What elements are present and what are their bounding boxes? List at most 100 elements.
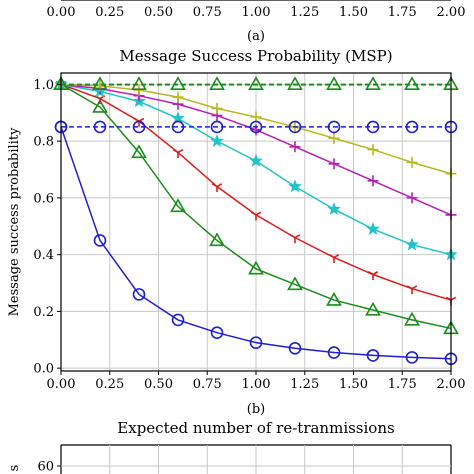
msp-point-circle	[405, 351, 419, 364]
top-x-tick-label: 0.25	[95, 5, 124, 20]
msp-chart-title: Message Success Probability (MSP)	[119, 47, 392, 65]
msp-point-tri-down	[328, 254, 340, 263]
top-chart-x-ticks: 0.00 0.25 0.50 0.75 1.00 1.25 1.50 1.75 2.00	[47, 5, 466, 20]
msp-series-line	[60, 126, 452, 360]
msp-y-tick-label: 1.0	[33, 78, 54, 93]
top-chart: 0.00 0.25 0.50 0.75 1.00 1.25 1.50 1.75 2.00 (a)	[47, 0, 466, 44]
top-x-tick-label: 2.00	[437, 5, 466, 20]
msp-point-triangle	[248, 260, 264, 275]
msp-point-triangle	[170, 198, 186, 213]
msp-point-circle	[366, 349, 380, 362]
msp-point-plus	[250, 124, 262, 136]
msp-point-star	[288, 179, 302, 193]
msp-point-star	[366, 222, 380, 235]
msp-point-star	[210, 134, 224, 147]
msp-point-circle	[327, 120, 341, 134]
msp-point-triangle	[404, 76, 420, 91]
msp-point-plus	[406, 192, 418, 204]
msp-point-plus	[367, 175, 379, 187]
retrans-grid	[61, 445, 451, 474]
msp-point-circle	[288, 120, 302, 134]
msp-point-triangle	[365, 301, 381, 316]
msp-point-triangle	[92, 98, 108, 113]
msp-point-tri-down	[211, 183, 223, 193]
caption-b: (b)	[247, 402, 265, 417]
msp-point-circle	[288, 341, 302, 355]
msp-point-triangle	[170, 76, 186, 91]
msp-series-line	[60, 83, 452, 330]
msp-y-axis-label: Message success probability	[7, 127, 22, 316]
msp-point-circle	[171, 313, 185, 327]
msp-x-tick-label: 2.00	[437, 377, 466, 392]
msp-point-plus	[367, 144, 379, 156]
retrans-y-tick-label: 60	[37, 460, 54, 474]
msp-series-1	[53, 76, 459, 335]
top-x-tick-label: 0.50	[144, 5, 173, 20]
msp-x-tick-label: 1.50	[339, 377, 368, 392]
msp-point-circle	[210, 120, 224, 134]
msp-x-ticks: 0.00 0.25 0.50 0.75 1.00 1.25 1.50 1.75 2.00	[47, 371, 466, 392]
msp-x-tick-label: 0.25	[95, 377, 124, 392]
msp-point-triangle	[92, 76, 108, 91]
msp-y-tick-label: 0.4	[33, 248, 54, 263]
msp-point-plus	[211, 102, 223, 114]
msp-point-triangle	[209, 76, 225, 91]
caption-a: (a)	[247, 29, 265, 44]
top-x-tick-label: 0.75	[193, 5, 222, 20]
msp-chart: Message Success Probability (MSP) 0.00 0.…	[7, 47, 465, 417]
msp-point-triangle	[209, 232, 225, 247]
msp-y-tick-label: 0.6	[33, 191, 54, 206]
msp-point-triangle	[131, 144, 147, 159]
msp-point-star	[249, 153, 263, 167]
msp-point-circle	[93, 234, 107, 247]
msp-point-circle	[132, 120, 146, 134]
msp-point-plus	[406, 156, 418, 168]
msp-grid	[60, 73, 452, 371]
msp-point-tri-down	[367, 271, 379, 281]
msp-point-star	[405, 237, 419, 251]
msp-x-tick-label: 0.75	[193, 377, 222, 392]
msp-y-tick-label: 0.8	[33, 135, 54, 150]
msp-point-star	[327, 202, 341, 215]
msp-point-plus	[328, 132, 340, 144]
msp-point-tri-down	[250, 211, 262, 221]
msp-point-circle	[366, 120, 380, 134]
top-x-tick-label: 0.00	[47, 5, 76, 20]
msp-point-triangle	[365, 76, 381, 91]
retrans-chart: Expected number of re-tranmissions 60 s	[7, 419, 452, 474]
msp-point-plus	[172, 91, 184, 103]
msp-point-triangle	[287, 276, 303, 291]
msp-point-triangle	[326, 76, 342, 91]
msp-point-triangle	[248, 76, 264, 91]
msp-x-tick-label: 0.00	[47, 377, 76, 392]
top-x-tick-label: 1.00	[242, 5, 271, 20]
msp-y-ticks: 0.0 0.2 0.4 0.6 0.8 1.0	[33, 78, 61, 377]
msp-point-triangle	[404, 311, 420, 326]
msp-point-circle	[249, 336, 263, 349]
msp-y-tick-label: 0.2	[33, 305, 54, 320]
retrans-y-ticks: 60	[37, 460, 61, 474]
msp-x-tick-label: 1.75	[388, 377, 417, 392]
msp-point-circle	[327, 346, 341, 359]
msp-point-tri-down	[94, 95, 106, 105]
msp-point-plus	[133, 84, 145, 96]
msp-y-tick-label: 0.0	[33, 362, 54, 377]
msp-point-tri-down	[289, 234, 301, 244]
msp-x-tick-label: 0.50	[144, 377, 173, 392]
msp-point-triangle	[287, 76, 303, 91]
msp-point-circle	[405, 120, 419, 134]
msp-point-circle	[132, 288, 146, 301]
msp-point-triangle	[326, 291, 342, 306]
msp-point-plus	[328, 158, 340, 170]
msp-x-tick-label: 1.25	[290, 377, 319, 392]
top-x-tick-label: 1.50	[339, 5, 368, 20]
msp-series-6	[54, 120, 458, 134]
msp-point-circle	[171, 120, 185, 134]
msp-x-tick-label: 1.00	[242, 377, 271, 392]
top-x-tick-label: 1.25	[290, 5, 319, 20]
msp-point-tri-down	[406, 285, 418, 295]
retrans-y-axis-label: s	[7, 465, 22, 472]
msp-point-tri-down	[172, 149, 184, 158]
retrans-chart-title: Expected number of re-tranmissions	[117, 419, 394, 437]
